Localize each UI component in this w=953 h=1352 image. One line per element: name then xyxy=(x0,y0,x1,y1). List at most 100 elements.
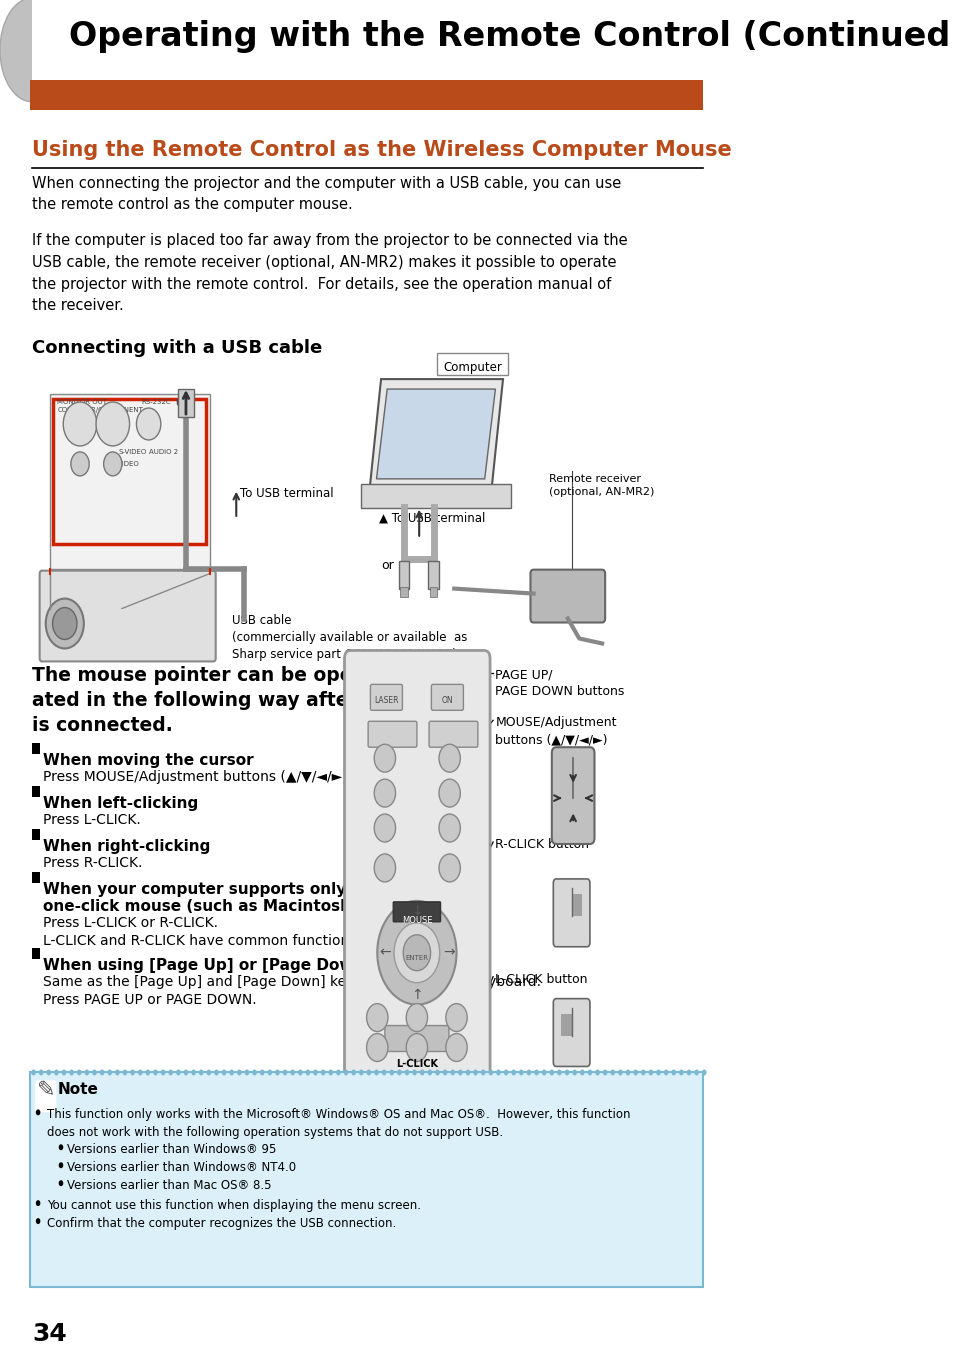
Circle shape xyxy=(221,1069,226,1075)
FancyBboxPatch shape xyxy=(361,484,511,508)
FancyBboxPatch shape xyxy=(393,902,440,922)
Circle shape xyxy=(136,408,161,439)
Circle shape xyxy=(85,1069,89,1075)
Bar xyxy=(32,744,40,754)
Circle shape xyxy=(511,1069,516,1075)
Text: Remote receiver
(optional, AN-MR2): Remote receiver (optional, AN-MR2) xyxy=(548,473,654,498)
Circle shape xyxy=(526,1069,531,1075)
Circle shape xyxy=(335,1069,340,1075)
Circle shape xyxy=(534,1069,538,1075)
Ellipse shape xyxy=(0,0,64,101)
Circle shape xyxy=(610,1069,615,1075)
Circle shape xyxy=(244,1069,249,1075)
Circle shape xyxy=(199,1069,203,1075)
Circle shape xyxy=(648,1069,653,1075)
Circle shape xyxy=(442,1069,447,1075)
Text: When left-clicking: When left-clicking xyxy=(44,796,198,811)
Text: To USB terminal: To USB terminal xyxy=(240,487,334,500)
Circle shape xyxy=(328,1069,333,1075)
Circle shape xyxy=(115,1069,119,1075)
Text: L-CLICK button: L-CLICK button xyxy=(495,972,587,986)
Text: MOUSE/Adjustment
buttons (▲/▼/◄/►): MOUSE/Adjustment buttons (▲/▼/◄/►) xyxy=(495,717,617,746)
Bar xyxy=(32,0,96,104)
Circle shape xyxy=(663,1069,668,1075)
Text: 34: 34 xyxy=(32,1322,67,1345)
Circle shape xyxy=(701,1069,706,1075)
Text: ENTER: ENTER xyxy=(405,955,428,961)
Text: This function only works with the Microsoft® Windows® OS and Mac OS®.  However, : This function only works with the Micros… xyxy=(48,1109,630,1138)
Circle shape xyxy=(412,1069,416,1075)
FancyBboxPatch shape xyxy=(553,879,589,946)
Circle shape xyxy=(406,1033,427,1061)
Text: ▲ To USB terminal: ▲ To USB terminal xyxy=(378,512,485,525)
Circle shape xyxy=(290,1069,294,1075)
FancyBboxPatch shape xyxy=(429,721,477,748)
Circle shape xyxy=(438,854,460,882)
Bar xyxy=(399,587,407,596)
Circle shape xyxy=(351,1069,355,1075)
Text: PAGE UP/
PAGE DOWN buttons: PAGE UP/ PAGE DOWN buttons xyxy=(495,668,624,699)
Circle shape xyxy=(625,1069,630,1075)
Bar xyxy=(32,948,40,959)
Text: MOUSE: MOUSE xyxy=(401,915,432,925)
Bar xyxy=(53,399,206,544)
Text: ✎: ✎ xyxy=(36,1080,55,1101)
Circle shape xyxy=(374,744,395,772)
Text: Versions earlier than Windows® 95: Versions earlier than Windows® 95 xyxy=(67,1144,276,1156)
FancyBboxPatch shape xyxy=(571,894,581,915)
Circle shape xyxy=(579,1069,584,1075)
Circle shape xyxy=(427,1069,432,1075)
Circle shape xyxy=(618,1069,622,1075)
Text: Note: Note xyxy=(58,1083,99,1098)
Circle shape xyxy=(63,402,96,446)
Text: Using the Remote Control as the Wireless Computer Mouse: Using the Remote Control as the Wireless… xyxy=(32,139,731,160)
Text: Press MOUSE/Adjustment buttons (▲/▼/◄/►).: Press MOUSE/Adjustment buttons (▲/▼/◄/►)… xyxy=(44,771,352,784)
Circle shape xyxy=(366,1069,371,1075)
Circle shape xyxy=(465,1069,470,1075)
Bar xyxy=(177,389,194,416)
Text: R-CLICK button: R-CLICK button xyxy=(495,838,589,850)
Circle shape xyxy=(480,1069,485,1075)
Circle shape xyxy=(96,402,130,446)
Circle shape xyxy=(406,1003,427,1032)
Circle shape xyxy=(602,1069,607,1075)
FancyBboxPatch shape xyxy=(384,1026,449,1052)
Circle shape xyxy=(236,1069,241,1075)
Text: USB: USB xyxy=(175,399,194,408)
Text: Press L-CLICK.: Press L-CLICK. xyxy=(44,813,141,827)
Bar xyxy=(30,1072,702,1287)
Text: Versions earlier than Mac OS® 8.5: Versions earlier than Mac OS® 8.5 xyxy=(67,1179,272,1192)
Text: ←: ← xyxy=(378,946,391,960)
FancyBboxPatch shape xyxy=(431,684,463,710)
FancyBboxPatch shape xyxy=(370,684,402,710)
Circle shape xyxy=(320,1069,325,1075)
Text: →: → xyxy=(442,946,455,960)
Text: The mouse pointer can be oper-
ated in the following way after it
is connected.: The mouse pointer can be oper- ated in t… xyxy=(32,667,379,735)
Circle shape xyxy=(389,1069,394,1075)
Bar xyxy=(430,587,437,596)
Circle shape xyxy=(59,1180,63,1186)
Circle shape xyxy=(358,1069,363,1075)
Circle shape xyxy=(374,1069,378,1075)
Circle shape xyxy=(381,1069,386,1075)
Circle shape xyxy=(671,1069,676,1075)
Text: VIDEO: VIDEO xyxy=(118,461,140,466)
FancyBboxPatch shape xyxy=(368,721,416,748)
Text: ↑: ↑ xyxy=(411,987,422,1002)
Circle shape xyxy=(376,900,456,1005)
FancyBboxPatch shape xyxy=(344,650,490,1095)
Circle shape xyxy=(274,1069,279,1075)
Circle shape xyxy=(36,1218,40,1224)
Circle shape xyxy=(496,1069,500,1075)
Circle shape xyxy=(438,814,460,842)
Circle shape xyxy=(541,1069,546,1075)
Text: Press R-CLICK.: Press R-CLICK. xyxy=(44,856,143,869)
Circle shape xyxy=(633,1069,638,1075)
Circle shape xyxy=(445,1033,467,1061)
Circle shape xyxy=(213,1069,218,1075)
Circle shape xyxy=(366,1003,388,1032)
Circle shape xyxy=(488,1069,493,1075)
Circle shape xyxy=(297,1069,302,1075)
Text: When moving the cursor: When moving the cursor xyxy=(44,753,253,768)
Bar xyxy=(30,80,702,110)
